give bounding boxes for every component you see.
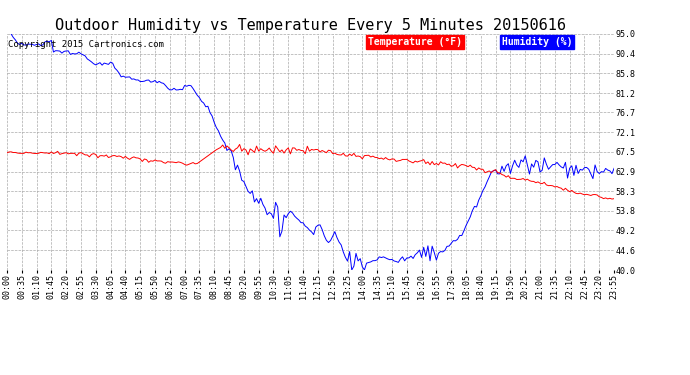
Title: Outdoor Humidity vs Temperature Every 5 Minutes 20150616: Outdoor Humidity vs Temperature Every 5 …	[55, 18, 566, 33]
Text: Copyright 2015 Cartronics.com: Copyright 2015 Cartronics.com	[8, 40, 164, 49]
Text: Humidity (%): Humidity (%)	[502, 37, 572, 47]
Text: Temperature (°F): Temperature (°F)	[368, 37, 462, 47]
